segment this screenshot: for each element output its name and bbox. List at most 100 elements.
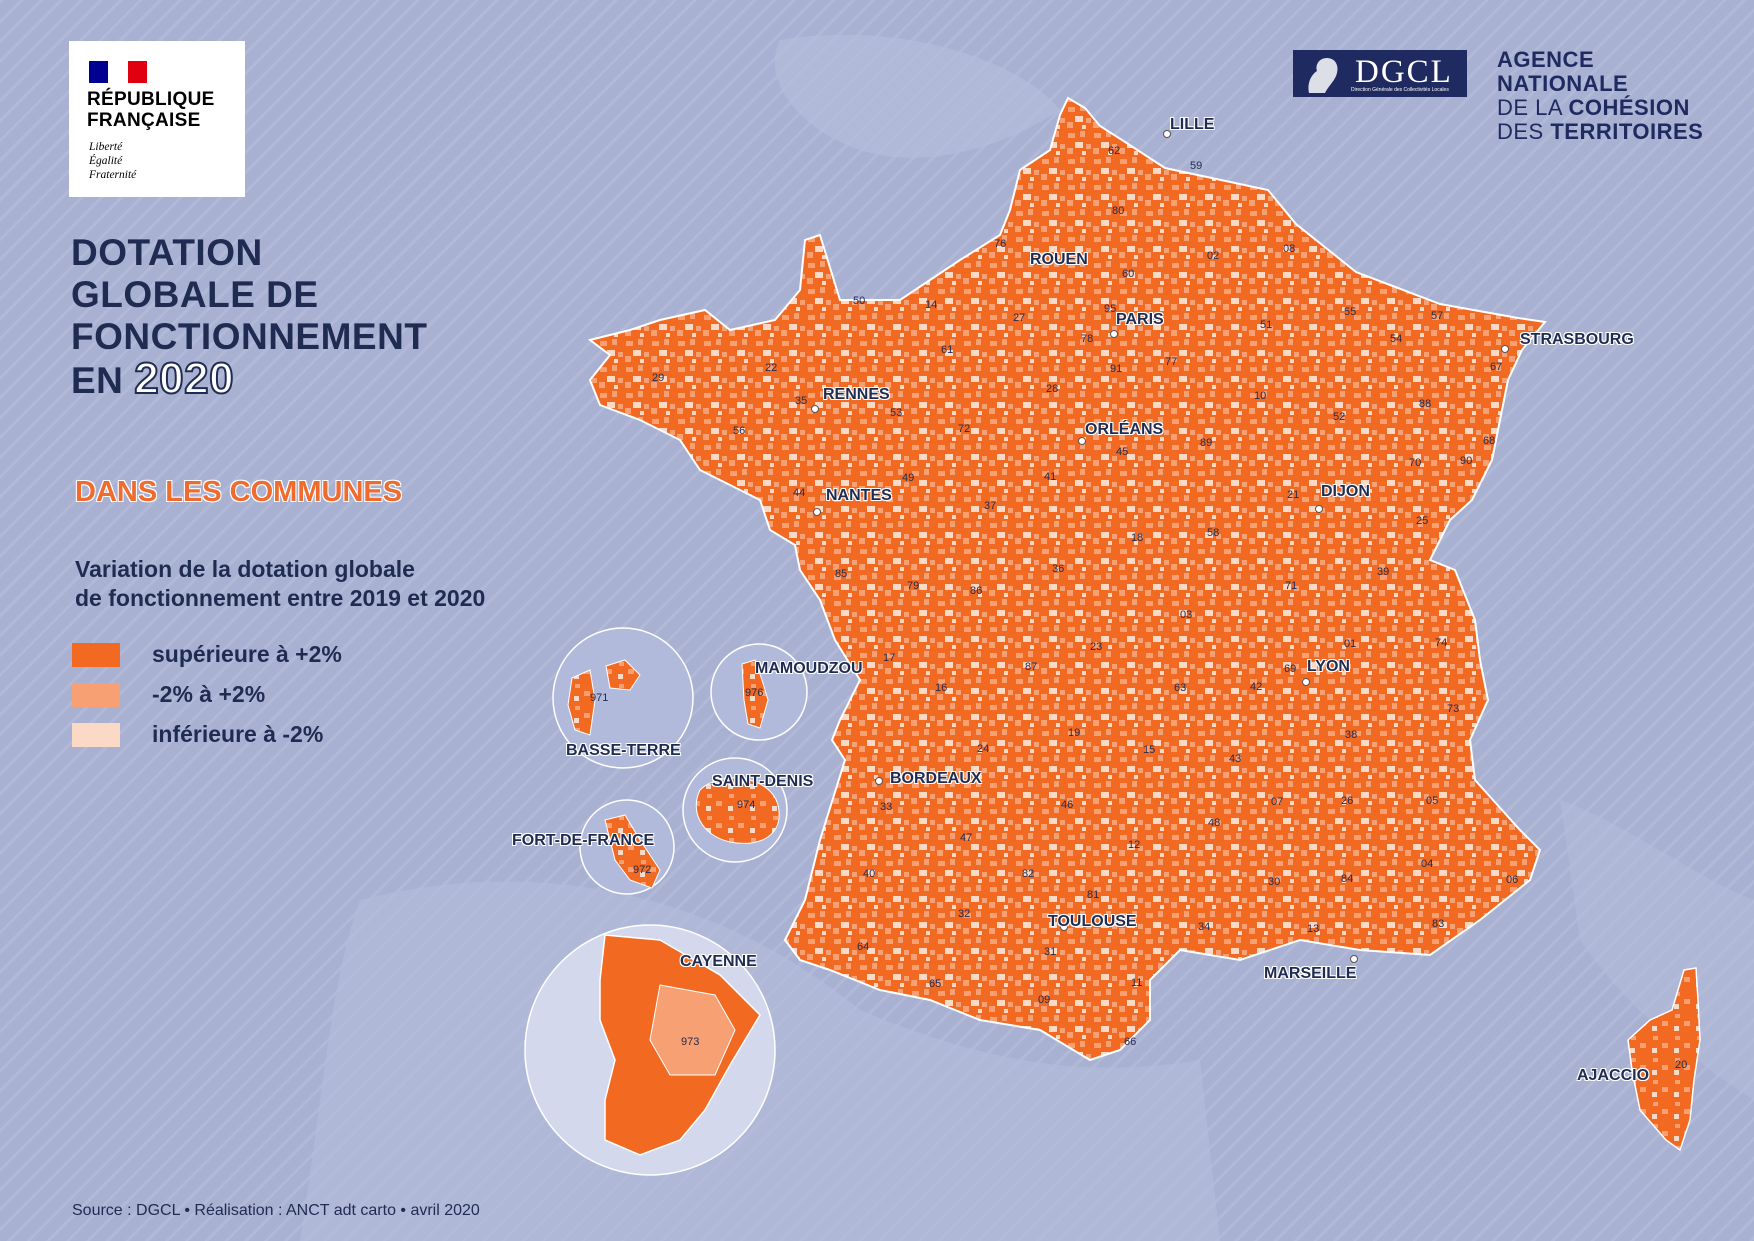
dept-label: 66 [1124, 1036, 1137, 1048]
dept-label: 63 [1174, 682, 1187, 694]
dept-label: 31 [1044, 946, 1057, 958]
dept-label: 49 [902, 472, 915, 484]
city-label-basse-terre: BASSE-TERRE [566, 742, 681, 759]
dept-label: 13 [1307, 923, 1320, 935]
city-marker [811, 405, 819, 413]
anct-logo: AGENCE NATIONALE DE LA COHÉSION DES TERR… [1497, 48, 1703, 144]
rf-name-line2: FRANÇAISE [87, 110, 201, 131]
city-label-marseille: MARSEILLE [1264, 965, 1357, 982]
dept-label: 06 [1506, 874, 1519, 886]
dept-label: 26 [1341, 795, 1354, 807]
dept-label: 34 [1198, 921, 1211, 933]
dept-label: 03 [1180, 609, 1193, 621]
legend-title-line1: Variation de la dotation globale [75, 556, 415, 582]
city-marker [1350, 955, 1358, 963]
dept-label: 80 [1112, 205, 1125, 217]
dept-label: 61 [941, 344, 954, 356]
dept-label: 53 [890, 407, 903, 419]
dept-label: 12 [1128, 839, 1141, 851]
dept-label: 74 [1435, 637, 1448, 649]
dept-label: 65 [929, 978, 942, 990]
legend-swatch-low [72, 723, 120, 747]
city-label-strasbourg: STRASBOURG [1520, 331, 1634, 348]
motto-egalite: Égalité [89, 155, 123, 167]
rf-name-line1: RÉPUBLIQUE [87, 89, 215, 110]
dept-label: 15 [1143, 744, 1156, 756]
corsica-shape [1627, 967, 1701, 1152]
mainland-france-shape [587, 96, 1547, 1062]
city-label-toulouse: TOULOUSE [1048, 913, 1137, 930]
legend-swatch-high [72, 643, 120, 667]
dept-label: 77 [1165, 356, 1178, 368]
inset-martinique [579, 799, 675, 895]
dept-label: 22 [765, 362, 778, 374]
city-label-cayenne: CAYENNE [680, 953, 757, 970]
dept-label: 57 [1431, 310, 1444, 322]
dept-label: 42 [1250, 681, 1263, 693]
motto-liberte: Liberté [89, 141, 123, 153]
dept-label: 88 [1419, 398, 1432, 410]
dept-label: 09 [1038, 994, 1051, 1006]
inset-guadeloupe [552, 627, 694, 769]
dept-label: 41 [1044, 471, 1057, 483]
city-label-paris: PARIS [1116, 311, 1164, 328]
dept-label: 58 [1207, 527, 1220, 539]
dept-label: 17 [883, 652, 896, 664]
dept-label: 43 [1229, 753, 1242, 765]
dept-label: 52 [1333, 411, 1346, 423]
dept-label: 56 [733, 425, 746, 437]
dept-label: 35 [795, 395, 808, 407]
legend-title: Variation de la dotation globale de fonc… [75, 555, 485, 613]
legend-label-mid: -2% à +2% [152, 681, 266, 707]
dept-label: 04 [1421, 858, 1434, 870]
city-marker [1315, 505, 1323, 513]
dept-label: 84 [1341, 873, 1354, 885]
dept-label: 87 [1025, 661, 1038, 673]
anct-line3a: DE LA [1497, 95, 1569, 120]
dept-label: 78 [1081, 333, 1094, 345]
legend-label-low: inférieure à -2% [152, 721, 324, 747]
dept-label: 33 [880, 801, 893, 813]
dept-label: 20 [1675, 1059, 1688, 1071]
city-label-dijon: DIJON [1321, 483, 1370, 500]
title-line4-prefix: EN [71, 360, 124, 401]
inset-mayotte [710, 643, 808, 741]
dgcl-logo: DGCL Direction Générale des Collectivité… [1293, 50, 1467, 97]
dgcl-name: DGCL [1355, 54, 1453, 90]
dept-label: 24 [977, 743, 990, 755]
city-label-orleans: ORLÉANS [1085, 421, 1164, 438]
marianne-icon [1308, 58, 1338, 93]
city-label-lille: LILLE [1170, 116, 1215, 133]
dept-label: 89 [1200, 437, 1213, 449]
city-marker [875, 777, 883, 785]
dept-label: 90 [1460, 455, 1473, 467]
dept-label: 16 [935, 682, 948, 694]
city-label-fort-de-france: FORT-DE-FRANCE [512, 832, 655, 849]
dept-label: 11 [1131, 977, 1143, 989]
dept-label: 18 [1131, 532, 1144, 544]
anct-line3b: COHÉSION [1568, 95, 1690, 120]
dept-label: 10 [1254, 390, 1267, 402]
dept-label: 972 [633, 864, 652, 876]
dept-label: 14 [925, 299, 938, 311]
dept-label: 36 [1052, 563, 1065, 575]
city-label-nantes: NANTES [826, 487, 892, 504]
dept-label: 48 [1208, 817, 1221, 829]
french-flag-icon [89, 61, 147, 83]
dept-label: 79 [907, 580, 920, 592]
dept-label: 59 [1190, 160, 1203, 172]
dept-label: 64 [857, 941, 870, 953]
inset-guyane [524, 924, 776, 1176]
dept-label: 72 [958, 423, 971, 435]
dept-label: 976 [745, 687, 764, 699]
dept-label: 62 [1108, 145, 1121, 157]
dept-label: 973 [681, 1036, 700, 1048]
source-credit: Source : DGCL • Réalisation : ANCT adt c… [72, 1202, 480, 1219]
dept-label: 32 [958, 908, 971, 920]
dept-label: 02 [1207, 250, 1220, 262]
dept-label: 08 [1283, 243, 1296, 255]
legend-label-high: supérieure à +2% [152, 641, 342, 667]
title-line3: FONCTIONNEMENT [71, 316, 428, 357]
dept-label: 85 [835, 568, 848, 580]
